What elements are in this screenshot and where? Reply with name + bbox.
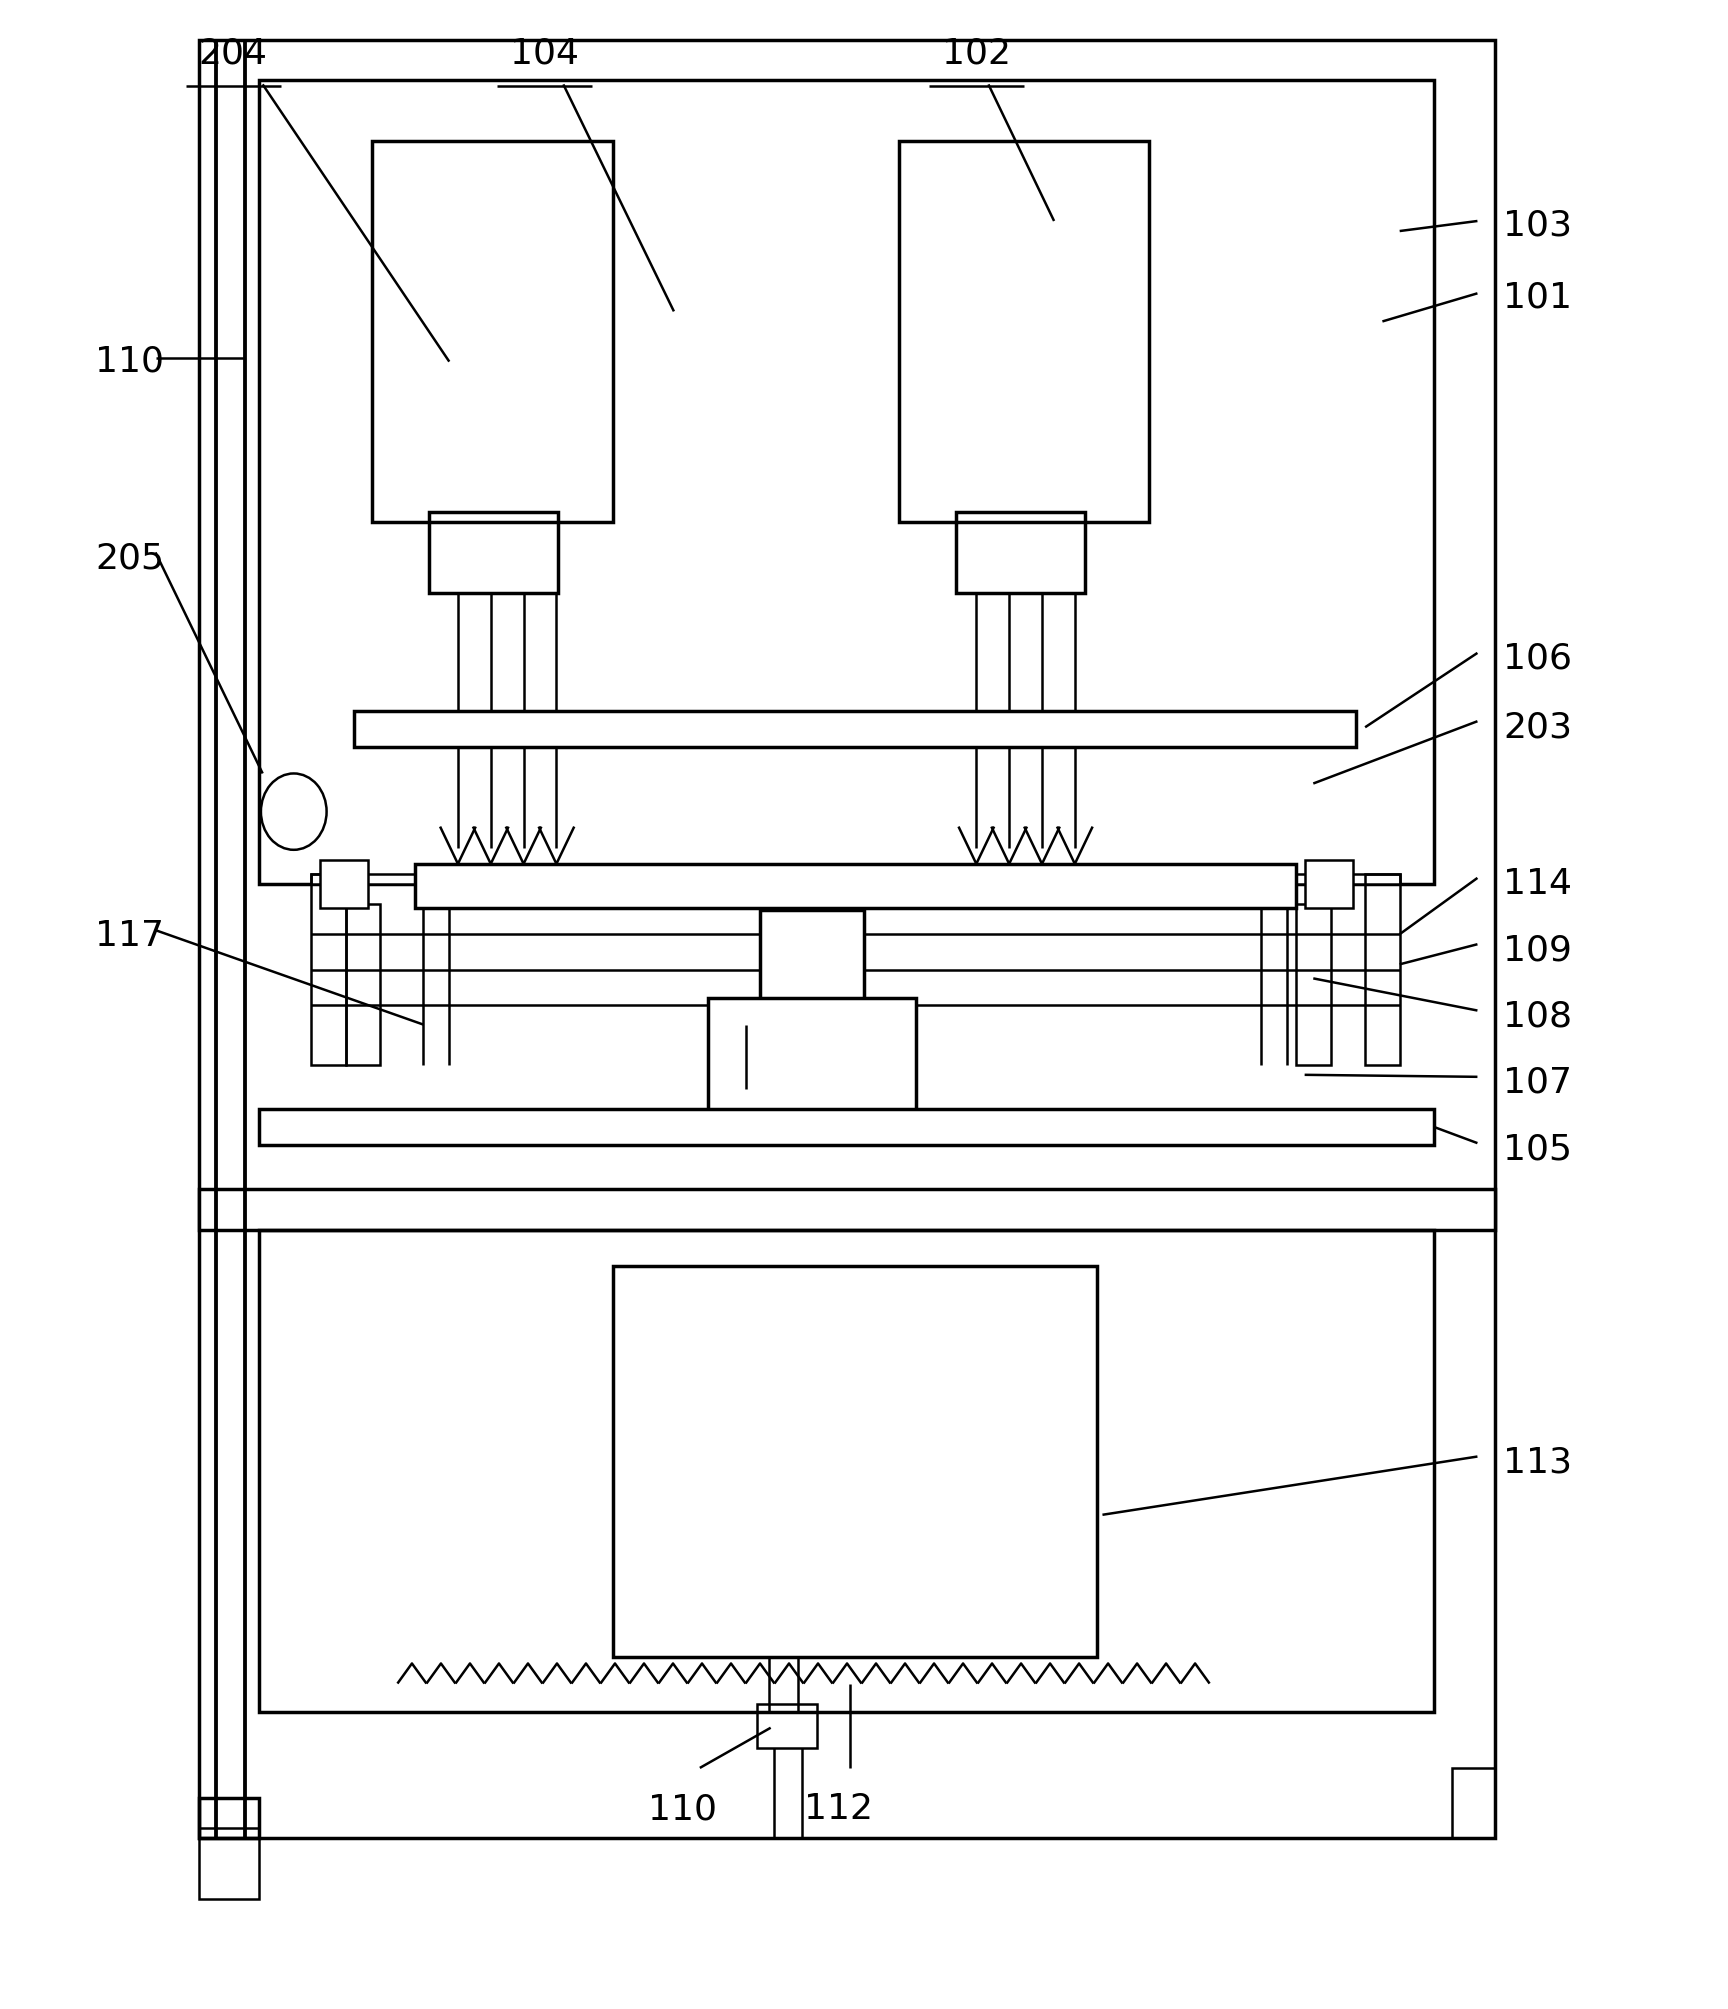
- Bar: [311, 874, 415, 884]
- Bar: [259, 1230, 1434, 1712]
- Bar: [956, 512, 1085, 593]
- Text: 110: 110: [648, 1792, 717, 1826]
- Bar: [415, 864, 1296, 908]
- Bar: [1296, 874, 1400, 884]
- Bar: [199, 1798, 259, 1838]
- Bar: [346, 904, 380, 1065]
- Bar: [1296, 904, 1331, 1065]
- Bar: [1365, 874, 1400, 1065]
- Bar: [613, 1266, 1097, 1657]
- Bar: [372, 141, 613, 522]
- Bar: [1452, 1768, 1495, 1838]
- Text: 103: 103: [1503, 209, 1572, 241]
- Text: 105: 105: [1503, 1133, 1572, 1165]
- Bar: [429, 512, 558, 593]
- Bar: [199, 1828, 259, 1899]
- Text: 112: 112: [804, 1792, 873, 1826]
- Text: 114: 114: [1503, 868, 1572, 900]
- Bar: [354, 711, 1356, 747]
- Bar: [259, 80, 1434, 884]
- Bar: [320, 860, 368, 908]
- Text: 102: 102: [942, 36, 1011, 70]
- Text: 104: 104: [510, 36, 579, 70]
- Text: 113: 113: [1503, 1446, 1572, 1479]
- Text: 101: 101: [1503, 281, 1572, 313]
- Text: 205: 205: [95, 542, 164, 575]
- Bar: [708, 998, 916, 1119]
- Text: 117: 117: [95, 920, 164, 952]
- Bar: [1305, 860, 1353, 908]
- Bar: [757, 1704, 817, 1748]
- Text: 203: 203: [1503, 711, 1572, 743]
- Text: 106: 106: [1503, 643, 1572, 675]
- Text: 107: 107: [1503, 1067, 1572, 1099]
- Bar: [199, 40, 1495, 1838]
- Bar: [311, 874, 346, 1065]
- Bar: [899, 141, 1149, 522]
- Text: 109: 109: [1503, 934, 1572, 966]
- Text: 110: 110: [95, 346, 164, 378]
- Bar: [259, 1109, 1434, 1145]
- Bar: [760, 910, 864, 1000]
- Bar: [199, 1189, 1495, 1230]
- Text: 204: 204: [199, 36, 268, 70]
- Text: 108: 108: [1503, 1000, 1572, 1033]
- Circle shape: [261, 773, 327, 850]
